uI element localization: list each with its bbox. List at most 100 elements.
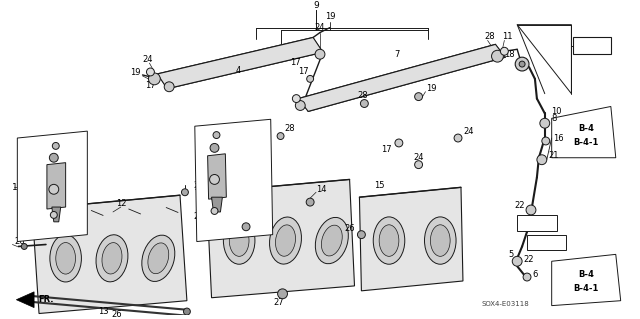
Text: 23: 23 [194, 181, 204, 190]
Text: 9: 9 [313, 1, 319, 11]
Text: B-4: B-4 [579, 124, 594, 133]
Ellipse shape [229, 225, 249, 256]
Text: 27: 27 [273, 298, 284, 307]
Polygon shape [195, 119, 273, 241]
Text: 22: 22 [515, 201, 525, 210]
Circle shape [278, 289, 287, 299]
Text: 16: 16 [553, 134, 563, 143]
Text: 22: 22 [523, 255, 534, 264]
Text: 28: 28 [285, 124, 295, 133]
Polygon shape [32, 195, 187, 314]
Circle shape [147, 68, 154, 76]
Text: 17: 17 [298, 68, 308, 77]
Polygon shape [360, 187, 463, 291]
Circle shape [51, 211, 57, 219]
Text: 19: 19 [426, 84, 437, 93]
Polygon shape [52, 207, 61, 222]
Text: 14: 14 [316, 185, 326, 194]
Text: 20: 20 [193, 212, 204, 221]
Circle shape [454, 134, 462, 142]
Text: 4: 4 [236, 66, 241, 76]
Ellipse shape [269, 217, 301, 264]
Ellipse shape [142, 235, 175, 281]
Ellipse shape [56, 242, 76, 274]
Text: 19: 19 [130, 69, 141, 78]
Text: 17: 17 [381, 145, 392, 154]
Circle shape [360, 100, 368, 108]
Text: 1: 1 [12, 183, 18, 192]
Circle shape [358, 231, 365, 239]
Text: 2: 2 [38, 212, 43, 221]
Text: B-4-1: B-4-1 [573, 138, 599, 147]
Text: 17: 17 [290, 58, 301, 67]
Text: 24: 24 [413, 153, 424, 162]
Text: 1: 1 [194, 183, 200, 192]
Circle shape [415, 161, 422, 168]
Text: 25: 25 [251, 214, 262, 223]
Text: 13: 13 [98, 307, 108, 316]
Circle shape [540, 118, 550, 128]
Text: 2: 2 [198, 178, 204, 187]
Circle shape [306, 198, 314, 206]
Circle shape [21, 243, 27, 249]
Circle shape [184, 308, 190, 315]
Text: 19: 19 [233, 130, 244, 140]
Circle shape [395, 139, 403, 147]
Text: 19: 19 [74, 141, 84, 151]
Circle shape [182, 189, 188, 196]
Polygon shape [207, 154, 227, 199]
Ellipse shape [379, 225, 399, 256]
Ellipse shape [96, 235, 128, 282]
Ellipse shape [316, 218, 348, 264]
Text: 3: 3 [74, 153, 79, 162]
Circle shape [211, 194, 218, 201]
Bar [573, 37, 611, 54]
Circle shape [307, 75, 314, 82]
Text: SOX4-E03118: SOX4-E03118 [481, 300, 529, 307]
Ellipse shape [102, 243, 122, 274]
Ellipse shape [373, 217, 404, 264]
Text: 12: 12 [116, 199, 126, 208]
Text: 20: 20 [33, 224, 43, 233]
Ellipse shape [50, 235, 81, 282]
Text: E-2: E-2 [584, 42, 600, 51]
Circle shape [292, 95, 300, 102]
Circle shape [542, 137, 550, 145]
Ellipse shape [321, 225, 342, 256]
Text: 26: 26 [111, 310, 122, 319]
Circle shape [315, 49, 325, 59]
Circle shape [164, 82, 174, 92]
Text: FR.: FR. [38, 295, 54, 304]
Polygon shape [17, 292, 34, 308]
Ellipse shape [275, 225, 296, 256]
Text: E-2: E-2 [539, 238, 554, 247]
Text: B-4: B-4 [579, 270, 594, 278]
Text: 7: 7 [394, 50, 399, 59]
Circle shape [526, 205, 536, 215]
Text: 6: 6 [532, 270, 538, 278]
Circle shape [52, 143, 60, 149]
Text: 26: 26 [14, 237, 25, 246]
Polygon shape [207, 179, 355, 298]
Circle shape [500, 47, 508, 55]
Circle shape [49, 153, 58, 162]
Bar [517, 215, 557, 231]
Circle shape [49, 184, 59, 194]
Text: 5: 5 [508, 250, 513, 259]
Text: E-2: E-2 [529, 218, 545, 227]
Text: 24: 24 [142, 55, 153, 64]
Circle shape [209, 174, 220, 184]
Circle shape [537, 155, 547, 165]
Text: 8: 8 [552, 114, 557, 123]
Text: 17: 17 [145, 81, 156, 90]
Circle shape [492, 50, 504, 62]
Circle shape [512, 256, 522, 266]
Text: 28: 28 [357, 91, 368, 100]
Polygon shape [212, 197, 222, 212]
Circle shape [277, 133, 284, 139]
Text: 19: 19 [324, 12, 335, 21]
Polygon shape [17, 131, 87, 241]
Circle shape [415, 93, 422, 100]
Circle shape [213, 132, 220, 138]
Text: 23: 23 [221, 176, 232, 185]
